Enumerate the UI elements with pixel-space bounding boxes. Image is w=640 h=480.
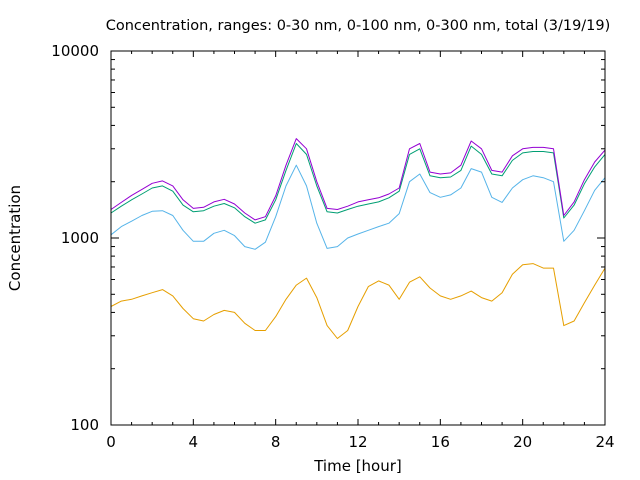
chart-title: Concentration, ranges: 0-30 nm, 0-100 nm… bbox=[106, 18, 611, 34]
x-tick-label: 20 bbox=[513, 433, 532, 451]
y-tick-label: 100 bbox=[70, 416, 99, 434]
x-tick-label: 0 bbox=[106, 433, 116, 451]
series-line-1 bbox=[110, 263, 606, 339]
y-axis: 100 1000 10000 bbox=[51, 42, 605, 434]
plot-frame bbox=[110, 50, 606, 426]
y-axis-title: Concentration bbox=[6, 185, 24, 291]
x-tick-label: 24 bbox=[595, 433, 614, 451]
x-tick-label: 16 bbox=[431, 433, 450, 451]
x-axis: 0 4 8 12 16 20 24 bbox=[106, 51, 615, 451]
x-axis-title: Time [hour] bbox=[313, 457, 402, 475]
series-line-2 bbox=[110, 164, 606, 250]
y-tick-label: 1000 bbox=[61, 229, 99, 247]
x-tick-label: 8 bbox=[271, 433, 281, 451]
series-layer bbox=[110, 138, 606, 339]
series-line-4 bbox=[110, 138, 606, 221]
x-tick-label: 12 bbox=[348, 433, 367, 451]
series-line-3 bbox=[110, 143, 606, 224]
x-tick-label: 4 bbox=[189, 433, 199, 451]
y-tick-label: 10000 bbox=[51, 42, 99, 60]
